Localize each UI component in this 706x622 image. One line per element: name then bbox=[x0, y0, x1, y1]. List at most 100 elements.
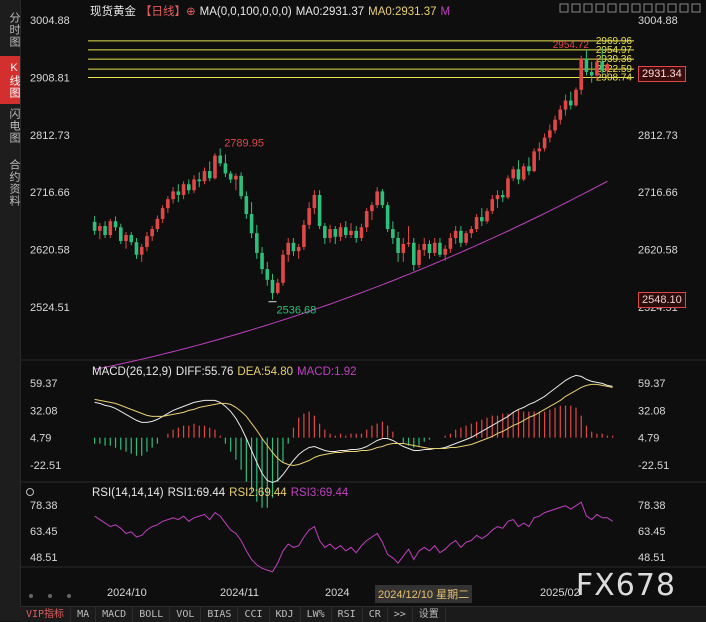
ma-params[interactable]: MA(0,0,100,0,0,0) bbox=[199, 6, 292, 18]
candle-body-79 bbox=[506, 178, 510, 198]
macd-tick-right-1: 32.08 bbox=[638, 405, 666, 417]
chart-header: 现货黄金 【日线】⊕ MA(0,0,100,0,0,0) MA0:2931.37 MA0… bbox=[90, 3, 454, 19]
rsi-title[interactable]: RSI(14,14,14) bbox=[92, 487, 164, 499]
candle-body-53 bbox=[370, 205, 374, 212]
rail-tab-1[interactable]: K线图 bbox=[0, 56, 20, 104]
candle-body-62 bbox=[417, 249, 421, 265]
scroll-dot-1 bbox=[29, 594, 33, 598]
candle-body-20 bbox=[197, 179, 202, 182]
candle-body-82 bbox=[521, 166, 526, 180]
rsi1-value: RSI1:69.44 bbox=[167, 487, 226, 499]
scroll-dot-2 bbox=[48, 594, 52, 598]
scroll-dot-3 bbox=[67, 594, 71, 598]
rsi-tick-left-1: 63.45 bbox=[30, 526, 58, 538]
candle-body-51 bbox=[359, 227, 364, 238]
level-label-3: 2922.59 bbox=[596, 64, 633, 75]
instrument-name: 现货黄金 bbox=[90, 6, 136, 18]
candle-body-10 bbox=[145, 236, 149, 247]
candle-body-36 bbox=[281, 254, 285, 283]
candle-body-37 bbox=[286, 242, 291, 255]
toolbar-item-0[interactable]: VIP指标 bbox=[20, 607, 72, 622]
x-tick-1: 2024/11 bbox=[220, 587, 259, 599]
candle-body-77 bbox=[495, 194, 500, 200]
current-price-label: 2931.34 bbox=[638, 66, 686, 82]
candle-body-50 bbox=[354, 230, 359, 238]
macd-value: MACD:1.92 bbox=[297, 366, 357, 378]
candle-body-43 bbox=[317, 194, 322, 227]
candle-body-0 bbox=[92, 221, 97, 231]
rsi2-value: RSI2:69.44 bbox=[229, 487, 287, 499]
rsi-tick-left-0: 78.38 bbox=[30, 500, 58, 512]
candle-body-8 bbox=[134, 242, 139, 255]
toolbar-item-1[interactable]: MA bbox=[71, 607, 97, 622]
candle-body-5 bbox=[118, 227, 123, 241]
candle-body-71 bbox=[464, 233, 468, 243]
candle-body-38 bbox=[291, 242, 296, 252]
macd-tick-left-0: 59.37 bbox=[30, 378, 58, 390]
candle-body-97 bbox=[600, 61, 604, 71]
candle-body-6 bbox=[124, 235, 128, 241]
macd-tick-right-2: 4.79 bbox=[638, 433, 659, 445]
candle-body-49 bbox=[349, 230, 353, 236]
candle-body-23 bbox=[213, 155, 217, 179]
candle-body-69 bbox=[453, 230, 458, 238]
rail-tab-0[interactable]: 分时图 bbox=[8, 12, 20, 48]
toolbar-checkbox-icon-0 bbox=[559, 3, 569, 13]
price-tick-right-3: 2716.66 bbox=[638, 187, 678, 199]
toolbar-checkbox-icon-9 bbox=[667, 3, 677, 13]
price-tick-left-4: 2620.58 bbox=[30, 245, 70, 257]
candle-body-55 bbox=[380, 191, 385, 206]
high-annotation: 2789.95 bbox=[224, 137, 264, 149]
toolbar-item-3[interactable]: BOLL bbox=[133, 607, 171, 622]
toolbar-checkbox-icon-2 bbox=[583, 3, 593, 13]
candle-body-31 bbox=[255, 233, 259, 253]
candle-body-65 bbox=[432, 242, 437, 253]
toolbar-item-12[interactable]: 设置 bbox=[413, 607, 446, 622]
period-label[interactable]: 【日线】 bbox=[140, 6, 186, 18]
x-tick-4: 2025/02 bbox=[540, 587, 580, 599]
candle-body-25 bbox=[223, 163, 228, 174]
macd-diff-line bbox=[94, 374, 613, 484]
level-label-0: 2969.96 bbox=[596, 36, 633, 47]
toolbar-checkbox-icon-7 bbox=[643, 3, 653, 13]
toolbar-item-7[interactable]: KDJ bbox=[270, 607, 301, 622]
candle-body-45 bbox=[328, 229, 332, 238]
candle-body-40 bbox=[302, 224, 306, 247]
toolbar-item-2[interactable]: MACD bbox=[96, 607, 134, 622]
candle-body-2 bbox=[103, 226, 107, 236]
toolbar-item-11[interactable]: >> bbox=[388, 607, 413, 622]
price-tick-left-5: 2524.51 bbox=[30, 302, 70, 314]
candle-body-16 bbox=[176, 191, 181, 195]
toolbar-checkbox-icon-4 bbox=[607, 3, 617, 13]
level-label-4: 2908.74 bbox=[596, 72, 633, 83]
candle-body-59 bbox=[401, 243, 406, 253]
add-indicator-icon[interactable]: ⊕ bbox=[186, 6, 196, 18]
chart-area: 3004.883004.882908.812908.812812.732812.… bbox=[20, 0, 706, 606]
rail-tab-3[interactable]: 合约资料 bbox=[8, 159, 20, 207]
candle-body-18 bbox=[186, 184, 191, 191]
level-label-1: 2954.97 bbox=[596, 45, 633, 56]
price-tick-right-0: 3004.88 bbox=[638, 15, 678, 27]
crosshair-price-label: 2548.10 bbox=[638, 292, 686, 308]
candle-body-1 bbox=[98, 226, 102, 231]
toolbar-checkbox-icon-10 bbox=[679, 3, 689, 13]
macd-title[interactable]: MACD(26,12,9) bbox=[92, 366, 172, 378]
candle-body-56 bbox=[385, 205, 390, 230]
level-label-2: 2939.36 bbox=[596, 54, 633, 65]
candle-body-78 bbox=[500, 194, 505, 198]
macd-tick-left-2: 4.79 bbox=[30, 433, 51, 445]
collapse-icon bbox=[26, 488, 34, 496]
toolbar-item-5[interactable]: BIAS bbox=[201, 607, 239, 622]
rail-tab-2[interactable]: 闪电图 bbox=[8, 108, 20, 144]
toolbar-checkbox-icon-5 bbox=[619, 3, 629, 13]
toolbar-item-9[interactable]: RSI bbox=[332, 607, 363, 622]
candle-body-72 bbox=[469, 229, 474, 234]
toolbar-item-8[interactable]: LW% bbox=[301, 607, 332, 622]
candle-body-68 bbox=[448, 237, 453, 249]
toolbar-item-10[interactable]: CR bbox=[363, 607, 388, 622]
ma0-value-b: MA0:2931.37 bbox=[368, 6, 437, 18]
rsi-tick-right-0: 78.38 bbox=[638, 500, 666, 512]
toolbar-item-4[interactable]: VOL bbox=[170, 607, 202, 622]
toolbar-item-6[interactable]: CCI bbox=[238, 607, 270, 622]
candle-body-22 bbox=[207, 171, 212, 179]
